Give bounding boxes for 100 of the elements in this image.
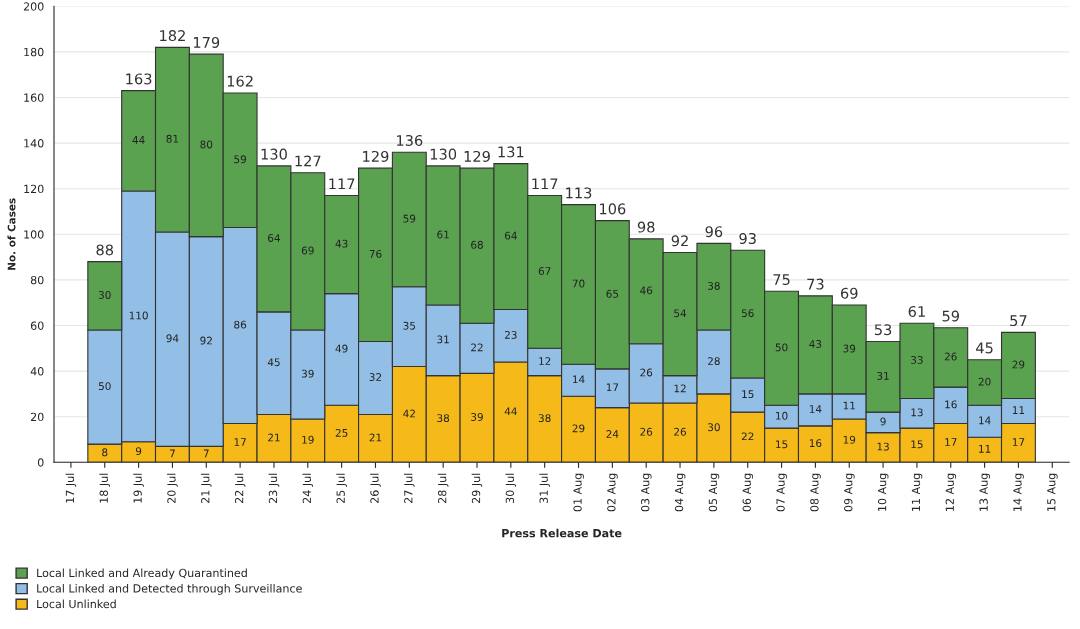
data-label: 33 (911, 355, 923, 364)
data-label: 15 (742, 390, 754, 399)
total-label: 129 (464, 150, 490, 162)
y-axis-title: No. of Cases (7, 198, 16, 270)
data-label: 44 (504, 407, 517, 416)
x-tick-label: 24 Jul (302, 473, 314, 503)
data-label: 16 (809, 439, 822, 448)
x-tick-label: 17 Jul (65, 473, 77, 503)
data-label: 43 (809, 340, 822, 348)
data-label: 8 (102, 448, 108, 457)
data-label: 39 (843, 344, 856, 353)
data-label: 110 (129, 311, 148, 320)
y-tick-label: 200 (23, 2, 44, 11)
data-label: 16 (945, 400, 957, 409)
total-label: 59 (942, 310, 960, 322)
x-tick-label: 18 Jul (99, 473, 111, 503)
data-label: 31 (437, 335, 449, 344)
total-label: 162 (227, 75, 253, 87)
data-label: 26 (944, 352, 957, 361)
total-label: 106 (600, 203, 626, 215)
legend-label: Local Unlinked (37, 599, 116, 609)
x-tick-label: 20 Jul (167, 473, 178, 503)
data-label: 42 (403, 409, 415, 418)
x-tick-label: 10 Aug (877, 473, 889, 511)
total-label: 130 (261, 148, 287, 160)
data-label: 26 (640, 368, 653, 377)
data-label: 94 (166, 334, 179, 343)
data-label: 28 (708, 357, 720, 366)
data-label: 19 (302, 435, 314, 444)
data-label: 59 (403, 214, 416, 223)
data-label: 32 (369, 373, 382, 381)
data-label: 59 (234, 155, 247, 164)
data-label: 30 (708, 423, 720, 432)
total-label: 98 (637, 221, 655, 233)
y-tick-label: 20 (30, 412, 44, 422)
total-label: 53 (874, 324, 892, 336)
y-tick-label: 40 (30, 367, 44, 376)
data-label: 17 (606, 383, 619, 392)
total-label: 92 (671, 235, 688, 247)
y-tick-label: 140 (24, 139, 44, 148)
data-label: 26 (640, 427, 653, 436)
x-tick-label: 14 Aug (1013, 473, 1024, 511)
data-label: 29 (572, 424, 585, 433)
data-label: 38 (708, 281, 720, 290)
data-label: 20 (978, 377, 991, 386)
x-tick-label: 27 Jul (403, 473, 415, 503)
data-label: 70 (572, 279, 585, 288)
data-label: 65 (606, 289, 619, 298)
data-label: 14 (809, 405, 822, 413)
data-label: 10 (776, 411, 788, 420)
data-label: 61 (437, 230, 449, 239)
data-label: 11 (979, 445, 991, 453)
y-tick-label: 160 (24, 93, 44, 102)
data-label: 25 (335, 428, 348, 437)
y-tick-label: 80 (30, 275, 44, 285)
data-label: 9 (135, 447, 142, 456)
data-label: 15 (776, 440, 788, 449)
data-label: 13 (877, 442, 889, 451)
data-label: 76 (369, 249, 382, 258)
total-label: 113 (566, 187, 592, 199)
x-tick-label: 21 Jul (200, 473, 212, 503)
data-label: 15 (911, 440, 923, 449)
data-label: 11 (1012, 406, 1025, 414)
data-label: 86 (234, 320, 247, 329)
data-label: 38 (437, 414, 450, 423)
total-label: 73 (807, 278, 824, 290)
x-tick-label: 11 Aug (911, 473, 923, 511)
total-label: 57 (1010, 315, 1027, 327)
data-label: 39 (471, 413, 483, 421)
x-tick-label: 12 Aug (945, 473, 957, 511)
data-label: 80 (200, 140, 213, 149)
x-tick-label: 03 Aug (641, 473, 652, 512)
legend-label: Local Linked and Detected through Surveillance (37, 584, 302, 595)
data-label: 29 (1012, 360, 1025, 369)
data-label: 11 (843, 401, 855, 410)
data-label: 50 (98, 382, 111, 391)
x-tick-label: 26 Jul (370, 473, 381, 503)
data-label: 39 (301, 369, 314, 378)
x-axis-title: Press Release Date (502, 528, 622, 538)
data-label: 7 (203, 449, 209, 458)
x-tick-label: 08 Aug (810, 473, 821, 512)
x-tick-label: 19 Jul (133, 473, 144, 503)
data-label: 64 (268, 234, 280, 242)
y-tick-label: 100 (24, 230, 44, 239)
total-label: 69 (840, 287, 858, 299)
data-label: 35 (403, 321, 416, 330)
data-label: 56 (741, 309, 754, 318)
data-label: 26 (674, 427, 687, 436)
total-label: 163 (126, 73, 152, 85)
x-tick-label: 09 Aug (844, 473, 855, 512)
data-label: 22 (471, 343, 483, 352)
data-label: 17 (945, 438, 957, 446)
data-label: 38 (538, 414, 551, 423)
data-label: 17 (1012, 438, 1025, 446)
x-tick-label: 22 Jul (234, 473, 246, 503)
x-tick-label: 30 Jul (505, 473, 517, 503)
data-label: 23 (504, 330, 517, 339)
total-label: 182 (160, 30, 185, 42)
total-label: 179 (193, 36, 220, 48)
data-label: 69 (301, 246, 314, 255)
